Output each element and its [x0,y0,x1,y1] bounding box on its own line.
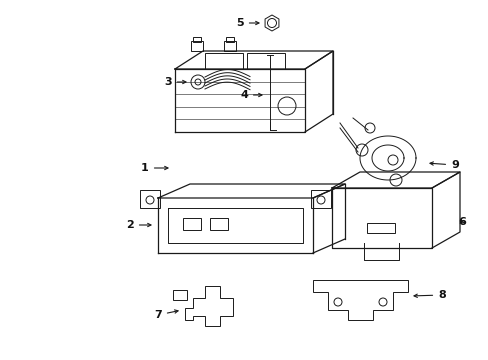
Text: 3: 3 [164,77,185,87]
Text: 2: 2 [126,220,151,230]
Text: 5: 5 [236,18,259,28]
Text: 8: 8 [413,290,445,300]
Text: 6: 6 [457,217,465,227]
Bar [204,53,243,69]
Text: 4: 4 [240,90,262,100]
Bar [183,218,201,230]
Bar [310,190,330,208]
Text: 7: 7 [154,310,178,320]
Bar [224,41,236,51]
Bar [209,218,227,230]
Bar [140,190,160,208]
Bar [193,37,201,42]
Text: 9: 9 [429,160,458,170]
Bar [191,41,203,51]
Bar [246,53,285,69]
Text: 1: 1 [141,163,168,173]
Bar [173,290,186,300]
Bar [225,37,234,42]
Bar [366,223,394,233]
